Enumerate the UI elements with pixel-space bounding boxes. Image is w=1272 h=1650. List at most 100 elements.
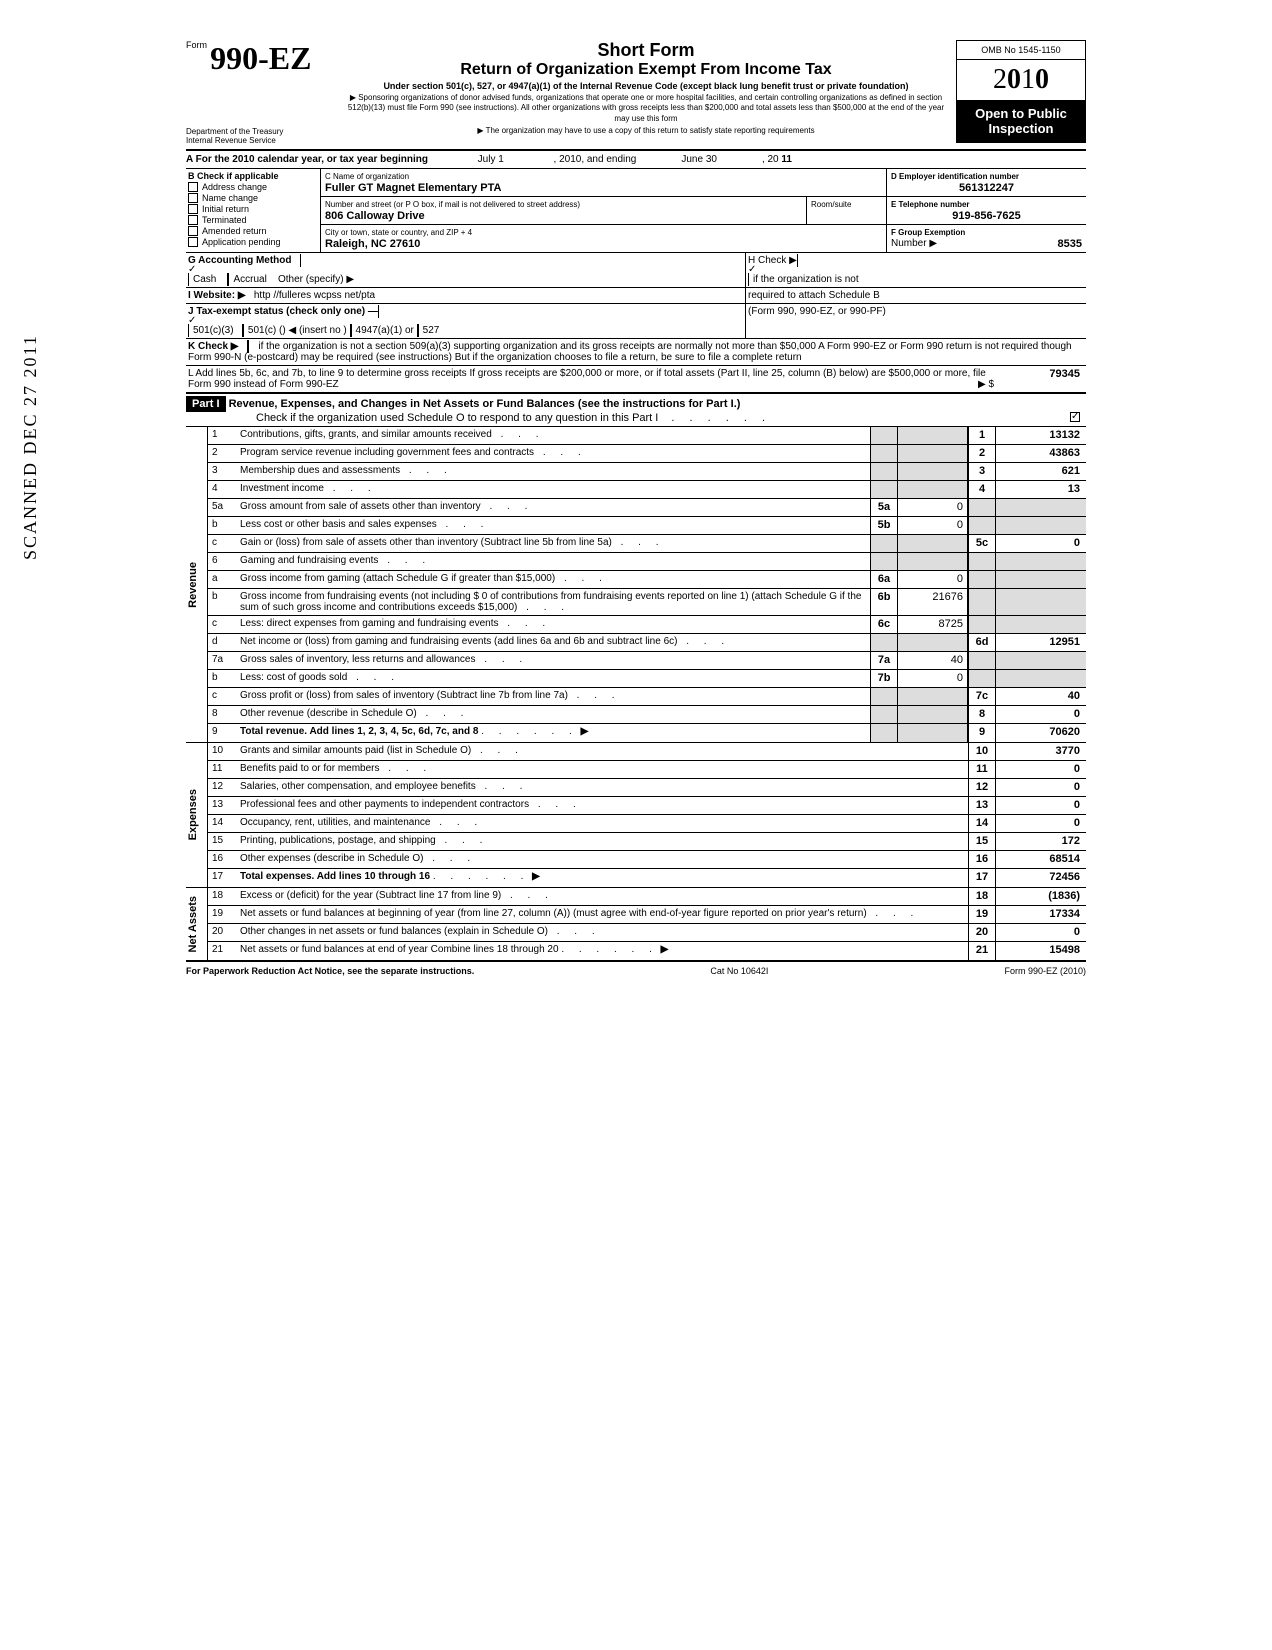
line-result-value	[996, 652, 1086, 669]
line-number: 5a	[208, 499, 236, 516]
sub-line-number: 6b	[870, 589, 898, 615]
line-result-number: 7c	[968, 688, 996, 705]
checkbox-label: Terminated	[202, 215, 247, 225]
phone-label: E Telephone number	[891, 200, 970, 209]
form-line: 8Other revenue (describe in Schedule O) …	[208, 706, 1086, 724]
checkbox[interactable]	[188, 204, 198, 214]
sub-line-value: 0	[898, 499, 968, 516]
sub-line-value: 40	[898, 652, 968, 669]
form-line: bLess: cost of goods sold . . .7b0	[208, 670, 1086, 688]
sub-shaded	[898, 445, 968, 462]
schedule-o-checkbox[interactable]	[1070, 412, 1080, 422]
line-desc: Gross income from fundraising events (no…	[236, 589, 870, 615]
line-number: 18	[208, 888, 236, 905]
line-desc: Membership dues and assessments . . .	[236, 463, 870, 480]
527-checkbox[interactable]	[417, 324, 419, 337]
line-number: 17	[208, 869, 236, 887]
line-number: 11	[208, 761, 236, 778]
line-result-value: 72456	[996, 869, 1086, 887]
line-desc: Less: cost of goods sold . . .	[236, 670, 870, 687]
form-number: Form 990-EZ	[186, 40, 326, 77]
line-desc: Investment income . . .	[236, 481, 870, 498]
netassets-side-label: Net Assets	[187, 896, 207, 952]
form-line: 1Contributions, gifts, grants, and simil…	[208, 427, 1086, 445]
sub-shaded	[898, 688, 968, 705]
form-line: cGross profit or (loss) from sales of in…	[208, 688, 1086, 706]
4947-checkbox[interactable]	[350, 324, 352, 337]
checkbox[interactable]	[188, 193, 198, 203]
b-check-item: Application pending	[188, 237, 318, 247]
sub-line-value: 8725	[898, 616, 968, 633]
form-line: 10Grants and similar amounts paid (list …	[208, 743, 1086, 761]
scanned-stamp: SCANNED DEC 27 2011	[20, 334, 41, 560]
checkbox[interactable]	[188, 237, 198, 247]
section-j: J Tax-exempt status (check only one) — 5…	[186, 304, 1086, 339]
room-label: Room/suite	[811, 200, 851, 209]
line-result-value	[996, 571, 1086, 588]
sponsor-note: ▶ Sponsoring organizations of donor advi…	[346, 93, 946, 124]
section-k: K Check ▶ if the organization is not a s…	[186, 339, 1086, 366]
sub-line-number: 6c	[870, 616, 898, 633]
line-result-value	[996, 670, 1086, 687]
line-result-number: 4	[968, 481, 996, 498]
line-number: c	[208, 535, 236, 552]
line-result-value: 0	[996, 797, 1086, 814]
checkbox[interactable]	[188, 226, 198, 236]
sub-line-value: 0	[898, 670, 968, 687]
checkbox-label: Initial return	[202, 204, 249, 214]
line-desc: Printing, publications, postage, and shi…	[236, 833, 968, 850]
part1-badge: Part I	[186, 396, 226, 412]
line-number: 1	[208, 427, 236, 444]
sub-shaded	[870, 724, 898, 742]
line-number: 4	[208, 481, 236, 498]
line-result-number: 3	[968, 463, 996, 480]
line-desc: Other revenue (describe in Schedule O) .…	[236, 706, 870, 723]
line-result-value: 0	[996, 924, 1086, 941]
501c-checkbox[interactable]	[242, 324, 244, 337]
line-desc: Total revenue. Add lines 1, 2, 3, 4, 5c,…	[236, 724, 870, 742]
section-l: L Add lines 5b, 6c, and 7b, to line 9 to…	[186, 366, 1086, 394]
line-result-number	[968, 589, 996, 615]
checkbox[interactable]	[188, 215, 198, 225]
form-line: 6Gaming and fundraising events . . .	[208, 553, 1086, 571]
line-desc: Net assets or fund balances at beginning…	[236, 906, 968, 923]
form-line: bGross income from fundraising events (n…	[208, 589, 1086, 616]
line-number: c	[208, 688, 236, 705]
line-desc: Occupancy, rent, utilities, and maintena…	[236, 815, 968, 832]
line-result-number	[968, 616, 996, 633]
line-desc: Program service revenue including govern…	[236, 445, 870, 462]
line-desc: Less cost or other basis and sales expen…	[236, 517, 870, 534]
line-desc: Total expenses. Add lines 10 through 16 …	[236, 869, 968, 887]
form-line: 5aGross amount from sale of assets other…	[208, 499, 1086, 517]
form-line: 2Program service revenue including gover…	[208, 445, 1086, 463]
line-result-number: 6d	[968, 634, 996, 651]
accrual-checkbox[interactable]	[227, 273, 229, 286]
ein-label: D Employer identification number	[891, 172, 1019, 181]
line-result-number: 15	[968, 833, 996, 850]
form-line: 12Salaries, other compensation, and empl…	[208, 779, 1086, 797]
form-line: cGain or (loss) from sale of assets othe…	[208, 535, 1086, 553]
form-page: Form 990-EZ Department of the Treasury I…	[186, 40, 1086, 976]
sub-shaded	[870, 463, 898, 480]
checkbox[interactable]	[188, 182, 198, 192]
line-result-value	[996, 499, 1086, 516]
b-check-item: Name change	[188, 193, 318, 203]
form-line: 16Other expenses (describe in Schedule O…	[208, 851, 1086, 869]
line-number: 6	[208, 553, 236, 570]
org-name-label: C Name of organization	[325, 172, 409, 181]
sub-shaded	[898, 724, 968, 742]
line-result-number: 14	[968, 815, 996, 832]
sub-line-number: 7b	[870, 670, 898, 687]
expenses-side-label: Expenses	[187, 789, 207, 840]
form-line: dNet income or (loss) from gaming and fu…	[208, 634, 1086, 652]
line-desc: Grants and similar amounts paid (list in…	[236, 743, 968, 760]
form-line: aGross income from gaming (attach Schedu…	[208, 571, 1086, 589]
line-number: 2	[208, 445, 236, 462]
group-num: 8535	[1058, 238, 1082, 250]
sub-shaded	[870, 706, 898, 723]
website: http //fulleres wcpss net/pta	[254, 290, 375, 301]
line-result-value: 621	[996, 463, 1086, 480]
under-section: Under section 501(c), 527, or 4947(a)(1)…	[346, 81, 946, 91]
line-desc: Net income or (loss) from gaming and fun…	[236, 634, 870, 651]
line-result-number: 12	[968, 779, 996, 796]
